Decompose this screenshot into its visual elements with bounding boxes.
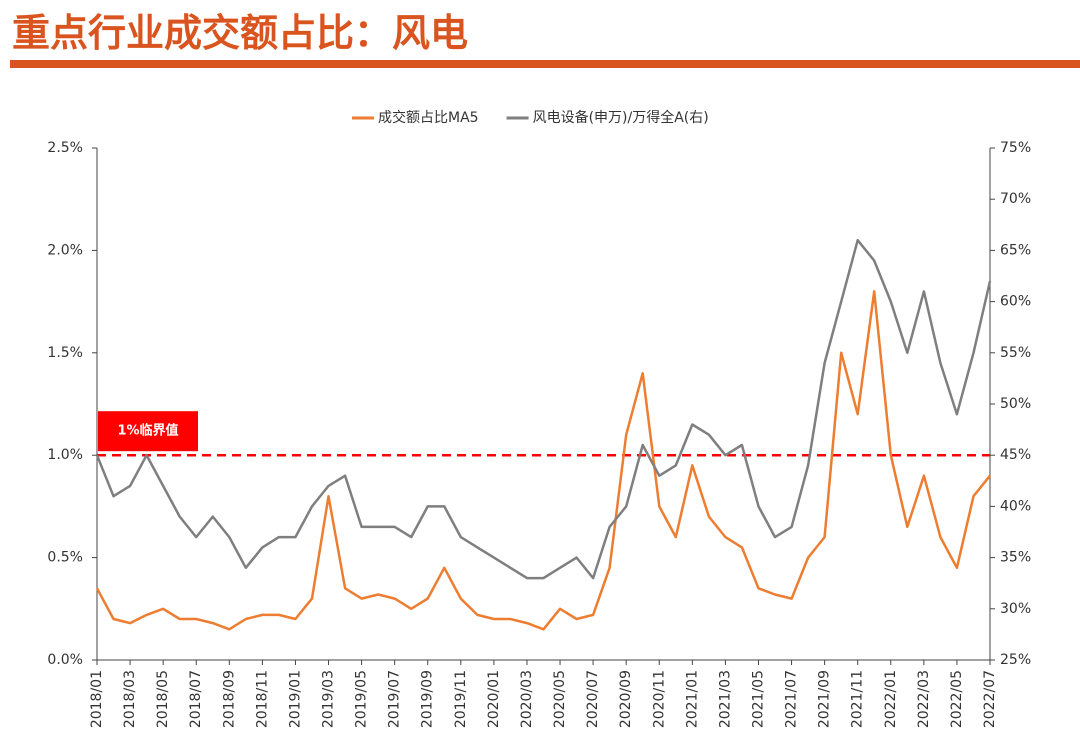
chart-title: 重点行业成交额占比：风电	[12, 11, 468, 55]
legend-label: 成交额占比MA5	[378, 109, 479, 126]
x-tick-label: 2018/01	[89, 670, 105, 728]
y2-tick-label: 70%	[1000, 191, 1031, 207]
y2-tick-label: 45%	[1000, 447, 1031, 463]
y2-tick-label: 40%	[1000, 498, 1031, 514]
y-tick-label: 0.5%	[47, 550, 83, 566]
y2-tick-label: 50%	[1000, 396, 1031, 412]
y-tick-label: 2.5%	[47, 140, 83, 156]
x-tick-label: 2021/07	[784, 670, 800, 728]
x-tick-label: 2022/01	[883, 670, 899, 728]
y2-tick-label: 30%	[1000, 601, 1031, 617]
series-line	[95, 238, 992, 580]
x-tick-label: 2020/11	[651, 670, 667, 728]
x-tick-label: 2018/11	[254, 670, 270, 728]
x-tick-label: 2018/09	[221, 670, 237, 728]
x-tick-label: 2020/05	[552, 670, 568, 728]
y2-tick-label: 65%	[1000, 242, 1031, 258]
x-tick-label: 2019/09	[420, 670, 436, 728]
x-tick-label: 2022/07	[982, 670, 998, 728]
legend-label: 风电设备(申万)/万得全A(右)	[533, 109, 709, 126]
x-tick-label: 2019/07	[387, 670, 403, 728]
y2-tick-label: 75%	[1000, 140, 1031, 156]
x-tick-label: 2020/09	[618, 670, 634, 728]
reference-label: 1%临界值	[117, 423, 178, 439]
x-tick-label: 2022/05	[949, 670, 965, 728]
x-tick-label: 2020/03	[519, 670, 535, 728]
x-tick-label: 2019/03	[321, 670, 337, 728]
x-tick-label: 2020/07	[585, 670, 601, 728]
y2-tick-label: 60%	[1000, 294, 1031, 310]
y-tick-label: 0.0%	[47, 652, 83, 668]
x-tick-label: 2021/05	[750, 670, 766, 728]
x-tick-label: 2021/11	[850, 670, 866, 728]
x-tick-label: 2018/05	[155, 670, 171, 728]
x-tick-label: 2022/03	[916, 670, 932, 728]
title-bar	[10, 60, 1080, 68]
reference-label-box	[98, 411, 198, 452]
y2-tick-label: 55%	[1000, 345, 1031, 361]
y-tick-label: 1.0%	[47, 447, 83, 463]
x-tick-label: 2021/01	[684, 670, 700, 728]
y2-tick-label: 35%	[1000, 550, 1031, 566]
y-tick-label: 1.5%	[47, 345, 83, 361]
y-tick-label: 2.0%	[47, 242, 83, 258]
x-tick-label: 2021/03	[717, 670, 733, 728]
y2-tick-label: 25%	[1000, 652, 1031, 668]
x-tick-label: 2021/09	[817, 670, 833, 728]
x-tick-label: 2019/01	[287, 670, 303, 728]
x-tick-label: 2020/01	[486, 670, 502, 728]
x-tick-label: 2019/11	[453, 670, 469, 728]
series-line	[95, 290, 991, 631]
x-tick-label: 2018/03	[122, 670, 138, 728]
x-tick-label: 2018/07	[188, 670, 204, 728]
x-tick-label: 2019/05	[354, 670, 370, 728]
